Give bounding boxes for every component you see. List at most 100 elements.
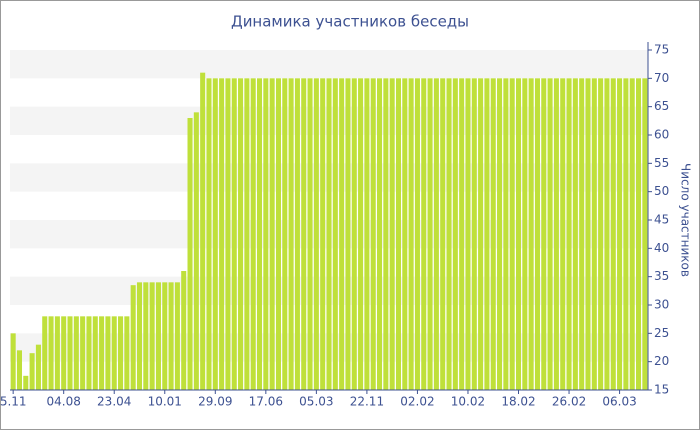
bar: [364, 78, 370, 390]
bar: [42, 316, 48, 390]
bar: [414, 78, 420, 390]
bar: [200, 72, 206, 391]
bar: [389, 78, 395, 390]
bar: [377, 78, 383, 390]
bar: [294, 78, 300, 390]
bar: [282, 78, 288, 390]
x-tick-label: 18.02: [501, 395, 535, 409]
bar: [459, 78, 465, 390]
bar: [629, 78, 635, 390]
bar: [370, 78, 376, 390]
x-tick-label: 02.02: [400, 395, 434, 409]
bar: [73, 316, 79, 390]
bar: [225, 78, 231, 390]
bar: [339, 78, 345, 390]
bar: [408, 78, 414, 390]
y-tick-label: 40: [654, 241, 669, 255]
bar: [465, 78, 471, 390]
bar: [579, 78, 585, 390]
bar: [522, 78, 528, 390]
x-tick-label: 10.02: [451, 395, 485, 409]
bar: [484, 78, 490, 390]
bar: [566, 78, 572, 390]
bar: [490, 78, 496, 390]
bar: [610, 78, 616, 390]
y-tick-label: 70: [654, 71, 669, 85]
bar: [598, 78, 604, 390]
y-tick-label: 50: [654, 184, 669, 198]
bar: [351, 78, 357, 390]
bar: [61, 316, 67, 390]
bar: [553, 78, 559, 390]
x-tick-label: 26.02: [552, 395, 586, 409]
bar: [155, 282, 161, 390]
bar: [301, 78, 307, 390]
bar: [16, 350, 23, 390]
bar: [635, 78, 642, 390]
bar: [269, 78, 275, 390]
bar: [402, 78, 408, 390]
bar: [313, 78, 319, 390]
y-tick-label: 15: [654, 383, 669, 397]
bar: [105, 316, 111, 390]
chart-title: Динамика участников беседы: [231, 13, 469, 31]
x-tick-label: 10.01: [148, 395, 182, 409]
x-tick-label: 05.03: [299, 395, 333, 409]
bar: [162, 282, 168, 390]
bar: [168, 282, 174, 390]
y-tick-label: 45: [654, 213, 669, 227]
bar: [181, 271, 187, 390]
bar: [427, 78, 433, 390]
bar: [10, 333, 16, 390]
bar: [307, 78, 313, 390]
bar: [256, 78, 263, 390]
bar: [547, 78, 553, 390]
grid-band: [10, 50, 648, 79]
y-tick-label: 20: [654, 354, 669, 368]
bar: [541, 78, 547, 390]
y-tick-label: 55: [654, 156, 669, 170]
bar: [212, 78, 218, 390]
bar: [383, 78, 389, 390]
bar: [452, 78, 458, 390]
x-tick-label: 29.09: [198, 395, 232, 409]
bar: [433, 78, 439, 390]
bar: [48, 316, 54, 390]
bar: [534, 78, 540, 390]
bar: [187, 118, 193, 390]
y-tick-label: 30: [654, 298, 669, 312]
x-tick-label: 5.11: [0, 395, 27, 409]
x-tick-label: 06.03: [602, 395, 636, 409]
bar: [238, 78, 244, 390]
y-axis-label: Число участников: [679, 163, 693, 277]
bar: [275, 78, 281, 390]
bar: [503, 78, 509, 390]
bar: [320, 78, 326, 390]
bar: [332, 78, 338, 390]
bar: [193, 112, 199, 390]
bar: [231, 78, 237, 390]
bar: [118, 316, 124, 390]
bar: [263, 78, 269, 390]
bar: [143, 282, 149, 390]
bar: [572, 78, 578, 390]
bar: [288, 78, 294, 390]
bar: [29, 353, 35, 390]
bar: [478, 78, 484, 390]
y-tick-label: 35: [654, 269, 669, 283]
bar: [35, 344, 41, 390]
bar: [111, 316, 117, 390]
bar: [560, 78, 566, 390]
bar: [345, 78, 351, 390]
x-tick-label: 22.11: [350, 395, 384, 409]
bar: [149, 282, 155, 390]
bar: [80, 316, 86, 390]
x-tick-label: 17.06: [249, 395, 283, 409]
bar: [99, 316, 105, 390]
bar: [86, 316, 92, 390]
bar: [250, 78, 256, 390]
bar: [23, 375, 29, 390]
bar: [136, 282, 143, 390]
y-tick-label: 60: [654, 128, 669, 142]
